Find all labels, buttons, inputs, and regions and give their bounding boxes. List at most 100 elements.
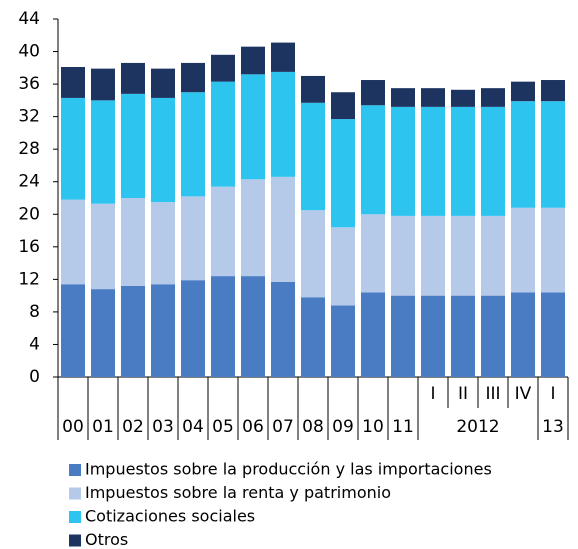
bar-segment xyxy=(451,295,475,377)
bar-segment xyxy=(301,102,325,211)
x-tick-label: 08 xyxy=(302,417,324,437)
x-tick-label: 10 xyxy=(362,417,384,437)
x-tick-label: I xyxy=(430,384,435,404)
x-tick-label: 06 xyxy=(242,417,264,437)
x-tick-label: 00 xyxy=(62,417,84,437)
x-tick-label: III xyxy=(485,384,500,404)
bar-segment xyxy=(61,284,85,377)
bar-segment xyxy=(241,46,265,75)
legend-label: Cotizaciones sociales xyxy=(85,507,255,526)
bar-segment xyxy=(211,81,235,187)
bar-segment xyxy=(271,42,295,72)
bar-segment xyxy=(481,106,505,216)
bar-segment xyxy=(271,281,295,377)
bar-segment xyxy=(91,203,115,290)
bar-segment xyxy=(481,215,505,296)
y-tick-label: 16 xyxy=(18,237,40,257)
bar-segment xyxy=(151,284,175,377)
y-tick-label: 12 xyxy=(18,269,40,289)
x-tick-label: 01 xyxy=(92,417,114,437)
bar-segment xyxy=(541,101,565,208)
bar-segment xyxy=(181,196,205,281)
bar-segment xyxy=(421,106,445,216)
bar-segment xyxy=(421,295,445,377)
x-tick-label: 05 xyxy=(212,417,234,437)
x-tick-label: 07 xyxy=(272,417,294,437)
bar-segment xyxy=(121,62,145,94)
bar-segment xyxy=(331,227,355,306)
bar-segment xyxy=(541,292,565,377)
x-tick-label: IV xyxy=(515,384,532,404)
x-tick-label: 11 xyxy=(392,417,414,437)
y-tick-label: 28 xyxy=(18,139,40,159)
x-tick-label: 03 xyxy=(152,417,174,437)
bar-segment xyxy=(541,80,565,102)
bar-segment xyxy=(61,97,85,200)
y-tick-label: 8 xyxy=(29,302,40,322)
legend-label: Impuestos sobre la renta y patrimonio xyxy=(85,483,391,502)
x-group-label: 13 xyxy=(542,417,564,437)
bar-segment xyxy=(391,295,415,377)
x-group-label: 2012 xyxy=(456,417,499,437)
bar-segment xyxy=(211,54,235,82)
x-tick-label: 09 xyxy=(332,417,354,437)
y-tick-label: 20 xyxy=(18,204,40,224)
bar-segment xyxy=(301,297,325,377)
bar-segment xyxy=(481,88,505,107)
bar-segment xyxy=(541,207,565,293)
bar-segment xyxy=(211,276,235,377)
legend-swatch xyxy=(69,464,81,476)
bar-segment xyxy=(421,215,445,296)
bar-segment xyxy=(151,68,175,98)
bar-segment xyxy=(271,176,295,282)
bar-segment xyxy=(91,289,115,377)
bar-segment xyxy=(361,292,385,377)
y-tick-label: 40 xyxy=(18,42,40,62)
bar-segment xyxy=(511,81,535,102)
bar-segment xyxy=(511,292,535,377)
legend-swatch xyxy=(69,487,81,500)
bar-segment xyxy=(181,92,205,197)
bar-segment xyxy=(391,106,415,216)
bar-segment xyxy=(451,215,475,296)
y-tick-label: 0 xyxy=(29,367,40,387)
bar-segment xyxy=(331,305,355,377)
legend-label: Otros xyxy=(85,530,128,549)
bar-segment xyxy=(301,75,325,103)
bar-segment xyxy=(511,101,535,208)
bar-segment xyxy=(331,92,355,120)
bar-segment xyxy=(121,198,145,286)
bar-segment xyxy=(211,186,235,277)
legend-label: Impuestos sobre la producción y las impo… xyxy=(85,460,492,479)
y-tick-label: 32 xyxy=(18,107,40,127)
legend-swatch xyxy=(69,534,81,547)
bar-segment xyxy=(91,68,115,101)
bar-segment xyxy=(241,179,265,277)
x-tick-label: I xyxy=(550,384,555,404)
bar-segment xyxy=(361,105,385,215)
bar-segment xyxy=(181,280,205,377)
bar-segment xyxy=(391,215,415,296)
bar-segment xyxy=(301,210,325,298)
y-tick-label: 24 xyxy=(18,172,40,192)
bar-segment xyxy=(391,88,415,107)
x-tick-label: 02 xyxy=(122,417,144,437)
bar-segment xyxy=(361,214,385,293)
x-tick-label: 04 xyxy=(182,417,204,437)
bar-segment xyxy=(121,93,145,198)
bar-segment xyxy=(271,71,295,177)
bar-segment xyxy=(181,62,205,93)
legend-swatch xyxy=(69,511,81,523)
bar-segment xyxy=(61,67,85,98)
bar-segment xyxy=(241,74,265,180)
x-tick-label: II xyxy=(458,384,468,404)
bar-segment xyxy=(451,106,475,216)
bar-segment xyxy=(121,285,145,377)
bar-segment xyxy=(151,97,175,203)
bar-segment xyxy=(91,100,115,204)
bar-segment xyxy=(241,276,265,377)
bar-segment xyxy=(511,207,535,293)
bar-segment xyxy=(421,88,445,107)
bar-segment xyxy=(331,119,355,228)
